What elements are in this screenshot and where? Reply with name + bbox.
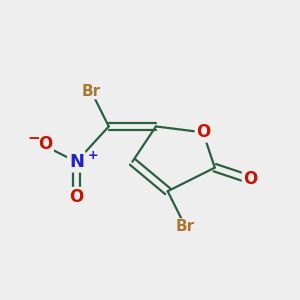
Text: O: O xyxy=(196,123,210,141)
Text: Br: Br xyxy=(176,219,195,234)
Text: −: − xyxy=(27,131,40,146)
Text: Br: Br xyxy=(82,84,101,99)
Text: O: O xyxy=(69,188,83,206)
Text: N: N xyxy=(69,153,84,171)
Text: O: O xyxy=(38,135,52,153)
Text: O: O xyxy=(243,170,257,188)
Text: +: + xyxy=(87,149,98,162)
